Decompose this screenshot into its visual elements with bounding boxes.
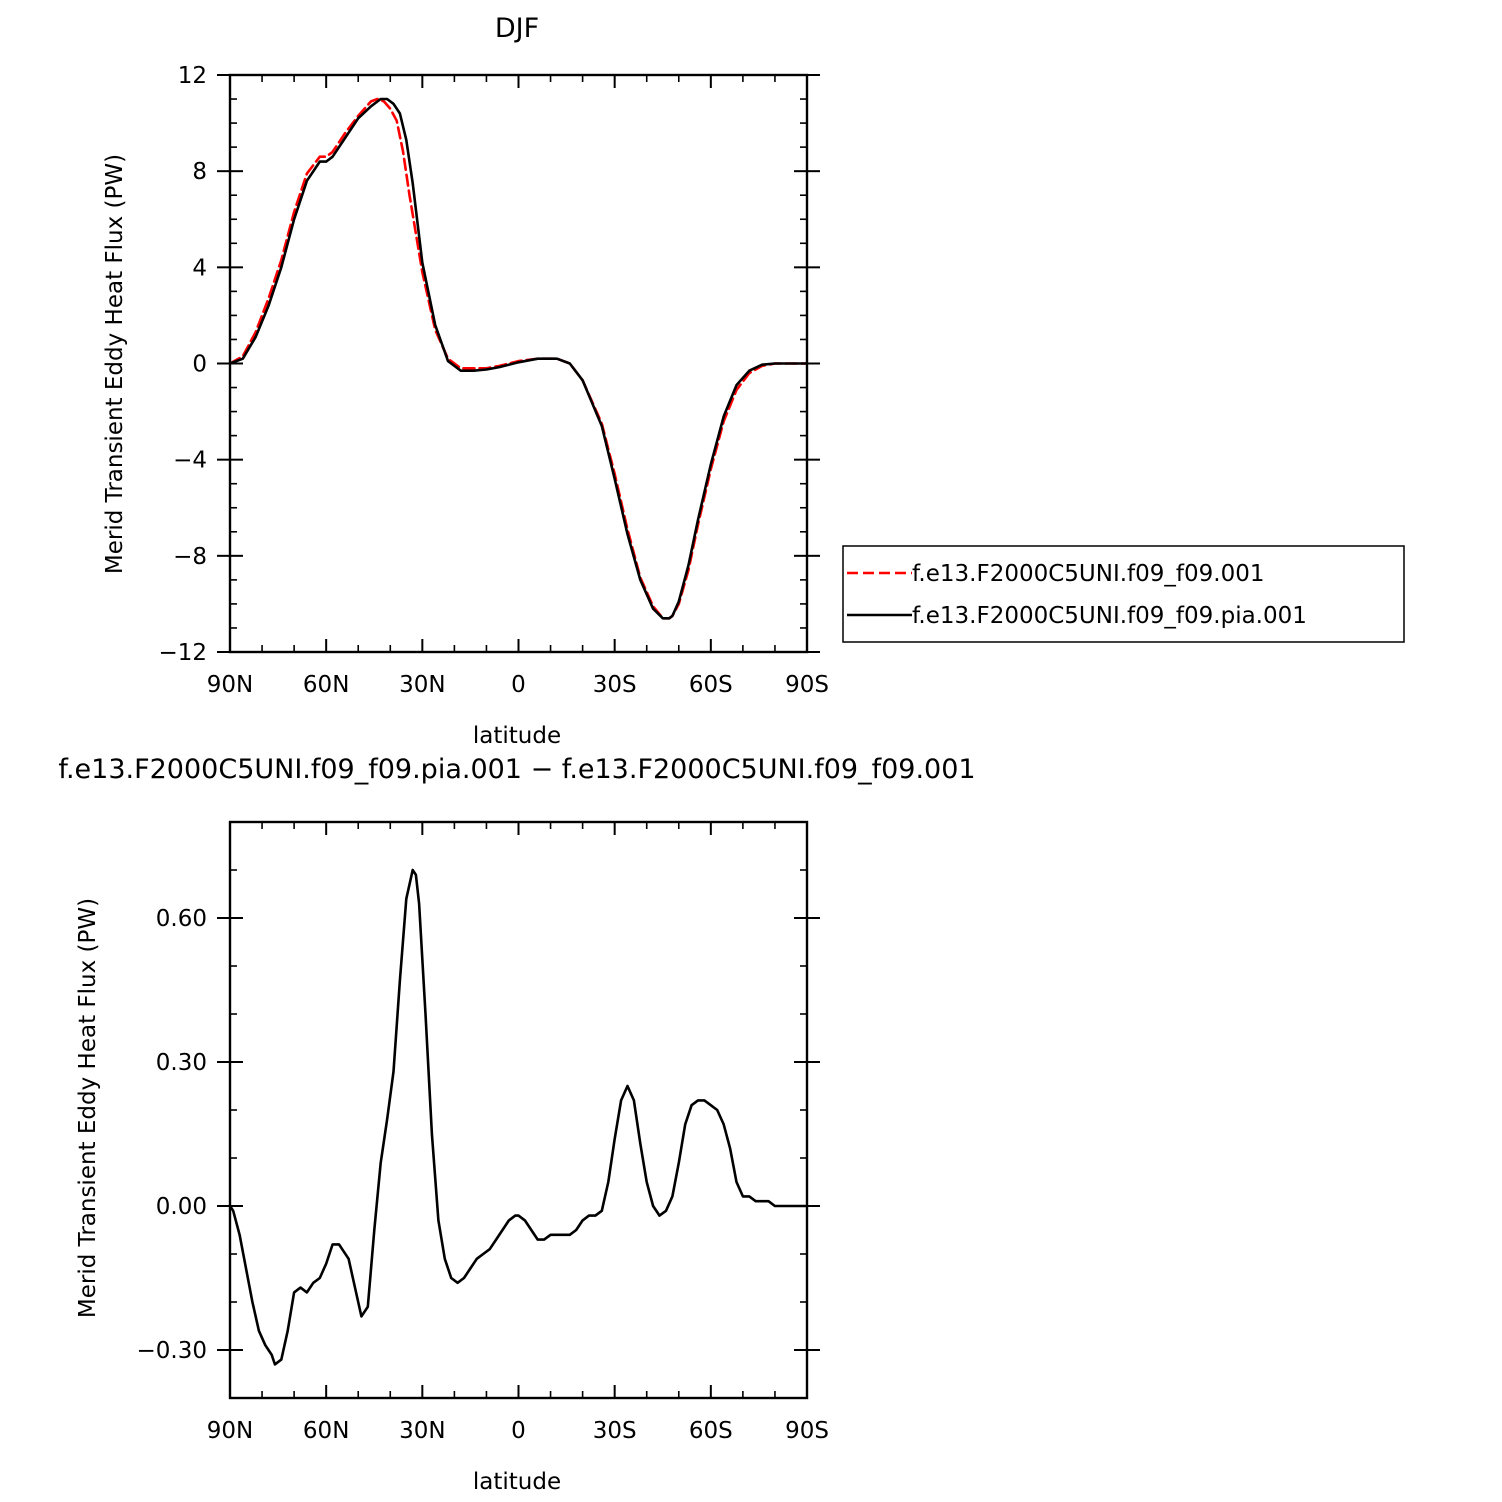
legend: f.e13.F2000C5UNI.f09_f09.001 f.e13.F2000…: [842, 545, 1405, 643]
panel-top-frame: [228, 73, 809, 654]
panel-top-xlabel: latitude: [473, 723, 561, 749]
y-tick-label: −0.30: [137, 1338, 207, 1364]
x-tick-label: 90S: [785, 672, 829, 698]
y-tick-label: 0.00: [156, 1194, 207, 1220]
x-tick-label: 0: [511, 1418, 526, 1444]
series-line-top-1: [228, 97, 809, 620]
x-tick-label: 60N: [303, 672, 349, 698]
x-tick-label: 60S: [689, 672, 733, 698]
legend-label-series-2: f.e13.F2000C5UNI.f09_f09.pia.001: [912, 603, 1307, 629]
panel-bottom-lines: [228, 868, 809, 1366]
x-tick-label: 90N: [207, 1418, 253, 1444]
legend-label-series-1: f.e13.F2000C5UNI.f09_f09.001: [912, 561, 1265, 587]
panel-top-title: DJF: [495, 13, 539, 44]
y-tick-label: 12: [178, 63, 207, 89]
panel-bottom-frame: [228, 820, 809, 1400]
y-tick-label: 4: [192, 255, 207, 281]
series-line-top-2: [228, 97, 809, 620]
panel-top-ylabel: Merid Transient Eddy Heat Flux (PW): [102, 154, 128, 574]
x-tick-label: 60S: [689, 1418, 733, 1444]
panel-top-ticks: 90N 60N 30N 0 30S 60S 90S −12 −8 −4 0 4 8 12: [158, 63, 828, 698]
x-tick-label: 30N: [399, 1418, 445, 1444]
x-tick-label: 90N: [207, 672, 253, 698]
y-tick-label: 0: [192, 352, 207, 378]
panel-bottom: f.e13.F2000C5UNI.f09_f09.pia.001 − f.e13…: [58, 754, 975, 1495]
legend-box: [842, 545, 1405, 643]
x-tick-label: 30S: [593, 1418, 637, 1444]
x-tick-label: 60N: [303, 1418, 349, 1444]
series-line-bottom-1: [228, 868, 809, 1366]
y-tick-label: −12: [158, 640, 207, 666]
x-tick-label: 0: [511, 672, 526, 698]
y-tick-label: 8: [192, 159, 207, 185]
panel-top: DJF latitude Merid Transient Eddy Heat F…: [102, 13, 1405, 749]
panel-bottom-xlabel: latitude: [473, 1469, 561, 1495]
y-tick-label: −8: [173, 544, 207, 570]
x-tick-label: 30N: [399, 672, 445, 698]
x-tick-label: 30S: [593, 672, 637, 698]
panel-bottom-ticks: 90N 60N 30N 0 30S 60S 90S −0.30 0.00 0.30 0.60: [137, 821, 829, 1444]
y-tick-label: 0.60: [156, 906, 207, 932]
y-tick-label: 0.30: [156, 1050, 207, 1076]
panel-top-lines: [228, 97, 809, 620]
panel-bottom-ylabel: Merid Transient Eddy Heat Flux (PW): [75, 898, 101, 1318]
y-tick-label: −4: [173, 448, 207, 474]
x-tick-label: 90S: [785, 1418, 829, 1444]
panel-bottom-title: f.e13.F2000C5UNI.f09_f09.pia.001 − f.e13…: [58, 754, 975, 785]
